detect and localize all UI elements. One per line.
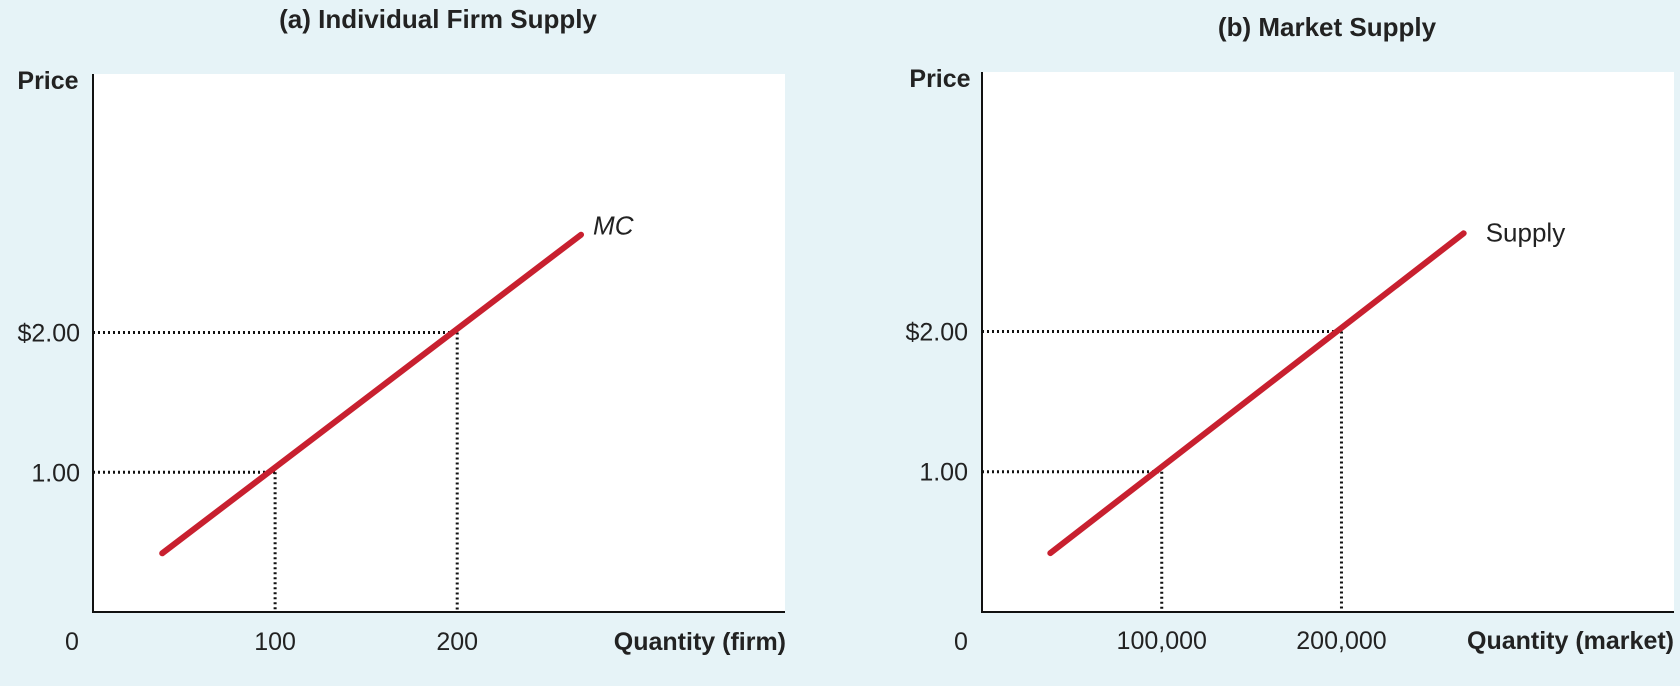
y-tick-label: 1.00	[31, 459, 80, 487]
x-tick-label: 200	[436, 628, 478, 656]
origin-label-market: 0	[954, 628, 968, 656]
x-tick-label: 100	[254, 628, 296, 656]
x-axis-label-firm: Quantity (firm)	[614, 628, 786, 656]
panel-individual-firm-supply: (a) Individual Firm Supply MC 1.00$2.001…	[17, 4, 786, 656]
reference-lines-market	[982, 329, 1343, 612]
ticks-firm: 1.00 $2.00 100 200	[17, 320, 478, 656]
panel-market-supply: (b) Market Supply Supply 1.00 $2.00 100,00…	[905, 12, 1674, 656]
series-line-supply	[1047, 230, 1467, 557]
series-label-supply: Supply	[1486, 217, 1566, 247]
y-tick-label: $2.00	[17, 320, 80, 348]
chart-title-market: (b) Market Supply	[1218, 12, 1437, 42]
series-line-mc	[159, 231, 585, 557]
curves-market: Supply	[1047, 217, 1566, 557]
x-tick-label: 200,000	[1296, 627, 1386, 655]
chart-title-firm: (a) Individual Firm Supply	[279, 4, 597, 34]
y-tick-label: 1.00	[919, 459, 968, 487]
y-axis-label-firm: Price	[17, 67, 78, 95]
y-axis-label-market: Price	[909, 65, 970, 93]
ticks-market: 1.00 $2.00 100,000 200,000	[905, 318, 1386, 655]
curves-firm: MC	[159, 211, 634, 557]
x-tick-label: 100,000	[1117, 627, 1207, 655]
y-tick-label: $2.00	[905, 318, 968, 346]
series-label-mc: MC	[593, 211, 634, 241]
origin-label-firm: 0	[65, 628, 79, 656]
x-axis-label-market: Quantity (market)	[1467, 627, 1674, 655]
reference-lines-firm	[93, 331, 459, 612]
